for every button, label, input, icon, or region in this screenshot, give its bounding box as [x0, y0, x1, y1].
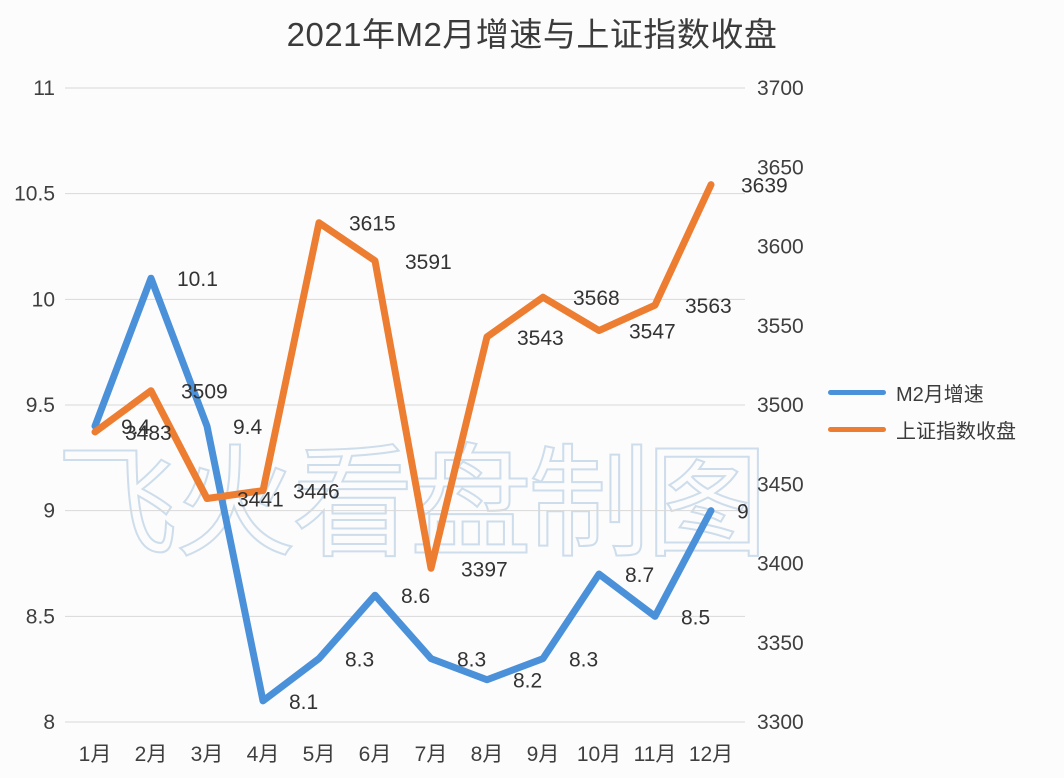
data-label: 8.3	[569, 649, 598, 672]
sse-legend-label: 上证指数收盘	[896, 420, 1016, 443]
legend-item-m2[interactable]: M2月增速	[828, 381, 1016, 406]
data-label: 8.3	[457, 649, 486, 672]
data-label: 3483	[125, 422, 172, 445]
right-axis-tick: 3500	[757, 394, 804, 417]
data-label: 8.3	[345, 649, 374, 672]
data-label: 3639	[741, 175, 788, 198]
x-axis-label: 2月	[135, 743, 168, 766]
left-axis-tick: 9.5	[26, 394, 55, 417]
data-label: 3397	[461, 558, 508, 581]
right-axis-tick: 3700	[757, 77, 804, 100]
left-axis-tick: 9	[43, 500, 55, 523]
right-axis-tick: 3450	[757, 473, 804, 496]
data-label: 8.6	[401, 585, 430, 608]
right-axis-tick: 3600	[757, 236, 804, 259]
legend: M2月增速 上证指数收盘	[828, 381, 1016, 443]
data-label: 3509	[181, 381, 228, 404]
data-label: 9	[737, 501, 749, 524]
data-label: 3591	[405, 251, 452, 274]
data-label: 8.1	[289, 691, 318, 714]
left-axis-tick: 10	[32, 288, 55, 311]
left-axis-tick: 11	[33, 77, 55, 100]
x-axis-label: 3月	[191, 743, 224, 766]
x-axis-label: 10月	[577, 743, 621, 766]
x-axis-label: 4月	[247, 743, 280, 766]
data-label: 9.4	[233, 416, 263, 439]
m2-line	[91, 274, 715, 705]
legend-item-sse[interactable]: 上证指数收盘	[828, 418, 1016, 443]
right-axis-tick: 3400	[757, 553, 804, 576]
data-label: 3446	[293, 481, 340, 504]
data-label: 10.1	[177, 268, 218, 291]
data-label: 8.7	[625, 564, 654, 587]
x-axis-label: 6月	[359, 743, 392, 766]
right-axis-tick: 3550	[757, 315, 804, 338]
m2-legend-label: M2月增速	[896, 383, 984, 406]
data-label: 3441	[237, 489, 284, 512]
data-label: 3547	[629, 321, 676, 344]
x-axis-label: 5月	[303, 743, 336, 766]
right-axis-tick: 3350	[757, 632, 804, 655]
data-label: 9.4	[121, 416, 151, 439]
data-label: 3615	[349, 213, 396, 236]
x-axis-label: 1月	[79, 743, 112, 766]
sse-legend-swatch	[828, 426, 886, 432]
x-axis-label: 7月	[415, 743, 448, 766]
data-label: 3563	[685, 295, 732, 318]
chart-title: 2021年M2月增速与上证指数收盘	[286, 16, 778, 53]
x-axis-label: 11月	[634, 743, 677, 766]
left-axis-tick: 8.5	[26, 605, 55, 628]
data-label: 8.2	[513, 670, 542, 693]
right-axis-tick: 3300	[757, 711, 804, 734]
right-axis-tick: 3650	[757, 156, 804, 179]
left-axis-tick: 8	[43, 711, 55, 734]
x-axis-label: 8月	[471, 743, 504, 766]
data-label: 3568	[573, 287, 620, 310]
x-axis-label: 9月	[527, 743, 560, 766]
left-axis-tick: 10.5	[14, 183, 55, 206]
m2-legend-swatch	[828, 389, 886, 395]
data-label: 3543	[517, 327, 564, 350]
sse-line	[91, 181, 715, 572]
x-axis-label: 12月	[689, 743, 733, 766]
data-label: 8.5	[681, 606, 710, 629]
